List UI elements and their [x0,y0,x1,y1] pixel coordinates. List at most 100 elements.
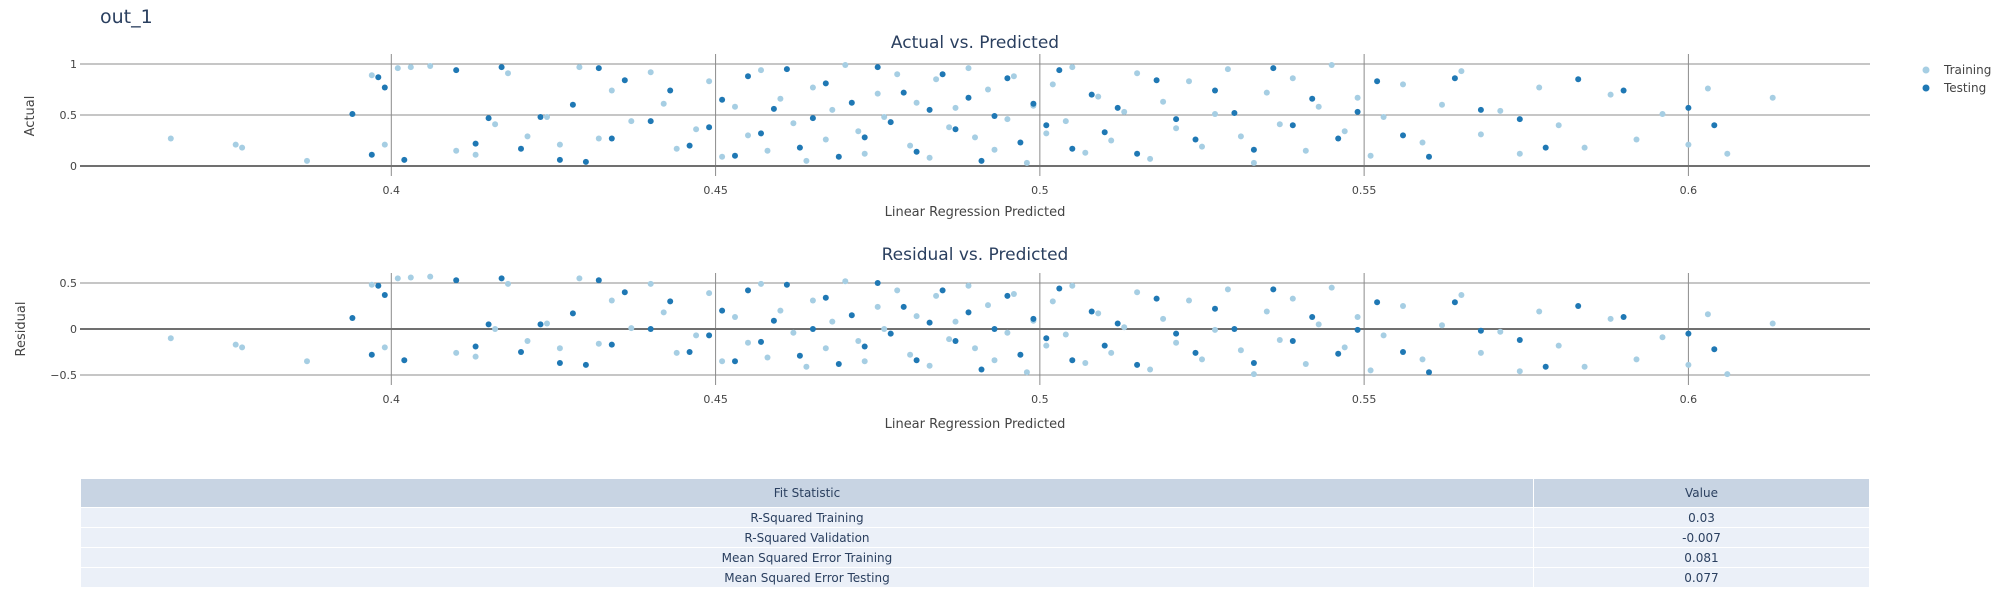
training-point [232,341,239,348]
testing-point [647,326,654,332]
training-point [881,326,888,332]
training-point [608,87,615,94]
table-row: Mean Squared Error Training 0.081 [80,547,1871,568]
testing-point [1685,330,1692,337]
training-point [842,278,849,285]
testing-point [1101,129,1108,136]
testing-point [453,277,460,284]
y-tick-label: 0.5 [60,277,78,290]
testing-point [939,287,946,294]
training-point [822,345,829,352]
training-point [1289,295,1296,302]
testing-point [667,298,674,305]
testing-point [913,148,920,155]
training-point [1633,356,1640,363]
training-point [1023,369,1030,376]
training-point [1212,326,1218,333]
testing-point [965,309,972,316]
training-point [595,340,602,347]
training-point [1659,111,1666,117]
testing-point [375,282,382,289]
testing-point [758,338,764,345]
y-tick-label: 0.5 [60,109,78,122]
testing-point [1270,65,1277,72]
cell-value: 0.03 [1532,507,1871,528]
testing-point [1212,305,1218,312]
legend-label-training: Training [1943,63,1991,77]
testing-point [569,310,576,317]
testing-point [375,74,382,81]
training-point [907,351,914,358]
testing-point [1575,303,1582,309]
training-point [1536,84,1543,91]
training-point [1043,342,1050,349]
testing-point [1289,338,1296,344]
testing-point [1017,351,1024,358]
testing-point [796,144,803,151]
training-point [1607,315,1614,322]
testing-point [485,115,492,122]
testing-point [1004,75,1011,82]
testing-point [686,349,693,355]
testing-point [1309,314,1316,320]
training-point [1082,360,1089,366]
training-point [1581,144,1588,151]
training-point [1497,328,1504,335]
training-point [1186,297,1192,304]
training-point [706,78,713,85]
testing-point [1451,75,1458,82]
testing-point [1426,369,1432,376]
testing-point [621,289,628,296]
testing-point [401,156,408,163]
training-point [1354,314,1361,320]
legend-item-testing[interactable]: Testing [1922,81,1987,95]
training-point [1536,308,1543,315]
testing-point [835,153,842,160]
training-point [1062,118,1069,125]
testing-point [732,358,738,365]
training-point [758,67,764,74]
training-point [453,349,460,356]
training-point [1458,292,1465,298]
training-point [1010,73,1017,80]
testing-point [686,142,693,149]
testing-point [498,275,505,282]
testing-point [706,124,713,131]
training-point [660,309,667,316]
training-point [861,358,868,365]
training-point [1049,298,1056,305]
training-point [1049,81,1056,88]
testing-point [1289,122,1296,129]
testing-point [485,321,492,328]
training-point [304,358,310,365]
training-point [1121,108,1128,115]
training-point [556,141,563,148]
testing-point [822,294,829,301]
training-point [822,136,829,143]
training-point [524,133,531,140]
testing-point [1354,326,1361,333]
training-point [1607,91,1614,98]
testing-point [978,157,985,164]
testing-point [1575,76,1582,83]
training-point [1263,308,1270,315]
training-point [167,335,174,342]
legend-item-training[interactable]: Training [1922,63,1992,77]
testing-point [745,73,751,80]
testing-point [582,361,589,368]
y-axis-label: Actual [23,96,38,137]
legend[interactable]: Training Testing [1922,63,1992,95]
training-point [1380,114,1387,120]
training-point [1186,78,1192,85]
testing-point [498,64,505,71]
testing-point [874,280,881,286]
training-point [595,135,602,142]
training-point [1477,131,1484,138]
training-point [1724,150,1731,157]
testing-point [1335,135,1342,142]
testing-point [861,134,868,141]
testing-point [1426,153,1432,160]
training-point [745,132,751,139]
training-point [803,363,810,370]
training-point [407,64,414,71]
